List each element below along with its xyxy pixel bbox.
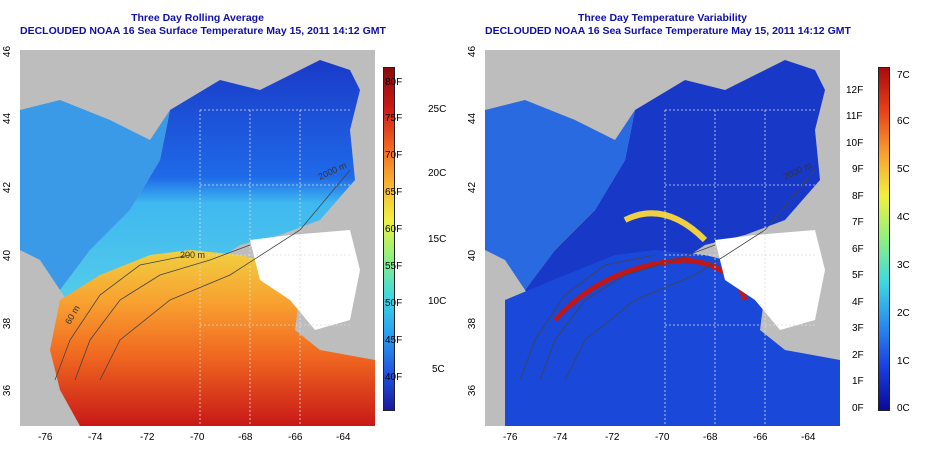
- right-x-tick: -66: [753, 432, 768, 443]
- right-title: Three Day Temperature Variability DECLOU…: [485, 12, 851, 38]
- colorbar-label: 75F: [385, 113, 403, 124]
- right-x-tick: -76: [503, 432, 518, 443]
- shelf-water-region: [20, 100, 170, 290]
- left-colorbar: [383, 67, 395, 411]
- colorbar-label: 2C: [897, 308, 910, 319]
- right-map-svg: 2000 m: [485, 50, 840, 426]
- colorbar-label: 20C: [428, 168, 447, 179]
- right-map: 2000 m: [485, 50, 840, 426]
- colorbar-label: 15C: [428, 234, 447, 245]
- left-x-tick: -66: [288, 432, 303, 443]
- right-title-line1: Three Day Temperature Variability: [577, 12, 748, 24]
- colorbar-label: 11F: [846, 111, 863, 122]
- right-y-tick: 38: [467, 317, 479, 330]
- left-x-tick: -72: [140, 432, 155, 443]
- left-y-tick: 42: [2, 181, 14, 194]
- land-mass: [20, 50, 170, 110]
- right-y-tick: 40: [467, 249, 479, 262]
- right-y-tick: 44: [467, 112, 479, 125]
- left-x-tick: -70: [190, 432, 205, 443]
- colorbar-label: 3F: [852, 323, 864, 334]
- left-x-tick: -68: [238, 432, 253, 443]
- cold-water-region: [60, 60, 360, 320]
- colorbar-label: 7F: [852, 217, 864, 228]
- left-y-tick: 38: [2, 317, 14, 330]
- colorbar-label: 5C: [432, 364, 445, 375]
- left-map: 60 m 200 m 2000 m: [20, 50, 375, 426]
- right-x-tick: -70: [655, 432, 670, 443]
- colorbar-label: 0C: [897, 403, 910, 414]
- colorbar-label: 1F: [852, 376, 864, 387]
- left-x-tick: -64: [336, 432, 351, 443]
- left-y-tick: 36: [2, 384, 14, 397]
- right-y-tick: 42: [467, 181, 479, 194]
- left-title: Three Day Rolling Average DECLOUDED NOAA…: [20, 12, 386, 38]
- colorbar-label: 50F: [385, 298, 403, 309]
- right-x-tick: -74: [553, 432, 568, 443]
- left-x-tick: -76: [38, 432, 53, 443]
- low-variability-region: [525, 60, 825, 320]
- colorbar-label: 55F: [385, 261, 403, 272]
- contour-label-200m: 200 m: [180, 250, 205, 260]
- colorbar-label: 5F: [852, 270, 864, 281]
- colorbar-label: 6C: [897, 116, 910, 127]
- colorbar-label: 2F: [852, 350, 864, 361]
- left-map-svg: 60 m 200 m 2000 m: [20, 50, 375, 426]
- colorbar-label: 6F: [852, 244, 864, 255]
- colorbar-label: 4C: [897, 212, 910, 223]
- colorbar-label: 45F: [385, 335, 403, 346]
- left-y-tick: 44: [2, 112, 14, 125]
- colorbar-label: 10C: [428, 296, 447, 307]
- right-x-tick: -68: [703, 432, 718, 443]
- colorbar-label: 40F: [385, 372, 403, 383]
- right-title-line2: DECLOUDED NOAA 16 Sea Surface Temperatur…: [485, 25, 851, 37]
- colorbar-label: 8F: [852, 191, 864, 202]
- colorbar-label: 70F: [385, 150, 403, 161]
- colorbar-label: 9F: [852, 164, 864, 175]
- colorbar-label: 4F: [852, 297, 864, 308]
- colorbar-label: 7C: [897, 70, 910, 81]
- colorbar-label: 10F: [846, 138, 864, 149]
- right-x-tick: -72: [605, 432, 620, 443]
- right-y-tick: 36: [467, 384, 479, 397]
- colorbar-label: 25C: [428, 104, 447, 115]
- left-x-tick: -74: [88, 432, 103, 443]
- left-y-tick: 40: [2, 249, 14, 262]
- colorbar-label: 1C: [897, 356, 910, 367]
- colorbar-label: 60F: [385, 224, 403, 235]
- shelf-variability-region: [485, 100, 635, 290]
- colorbar-label: 5C: [897, 164, 910, 175]
- colorbar-label: 3C: [897, 260, 910, 271]
- left-title-line1: Three Day Rolling Average: [131, 12, 264, 24]
- right-colorbar: [878, 67, 890, 411]
- right-x-tick: -64: [801, 432, 816, 443]
- land-mass: [485, 50, 635, 110]
- right-y-tick: 46: [467, 45, 479, 58]
- colorbar-label: 65F: [385, 187, 403, 198]
- colorbar-label: 0F: [852, 403, 864, 414]
- left-title-line2: DECLOUDED NOAA 16 Sea Surface Temperatur…: [20, 25, 386, 37]
- colorbar-label: 80F: [385, 77, 403, 88]
- left-y-tick: 46: [2, 45, 14, 58]
- colorbar-label: 12F: [846, 85, 864, 96]
